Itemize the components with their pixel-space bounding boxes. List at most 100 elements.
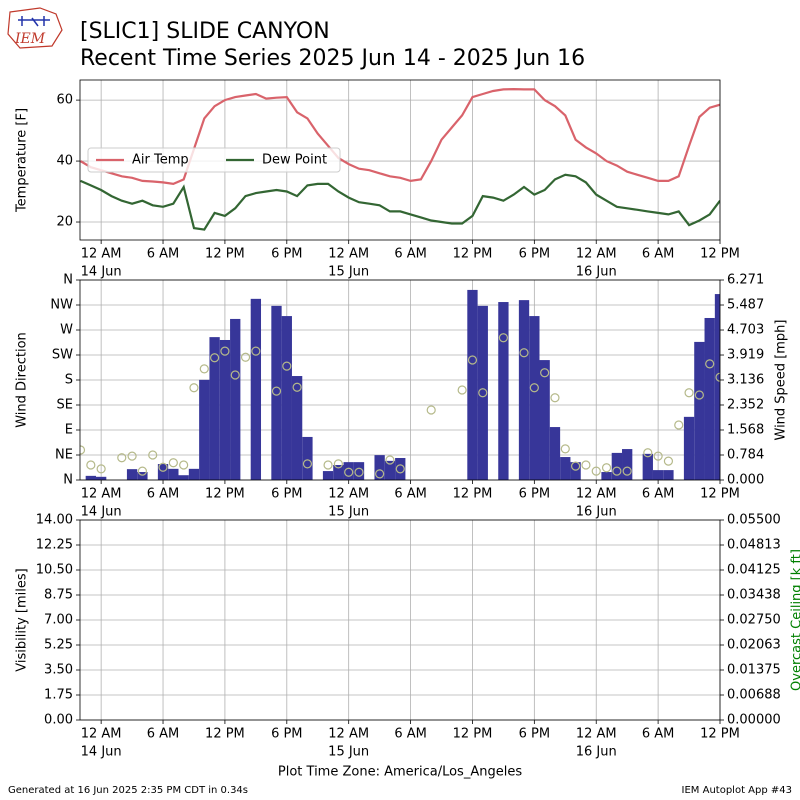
point xyxy=(80,445,86,455)
bar xyxy=(85,475,96,480)
y-tick-label: 60 xyxy=(56,93,73,108)
y-tick-label: N xyxy=(63,473,73,488)
footer-right: IEM Autoplot App #43 xyxy=(682,785,792,796)
logo-text: IEM xyxy=(14,31,46,47)
point xyxy=(478,388,488,398)
x-tick-label: 12 AM xyxy=(328,247,369,262)
x-tick-label: 12 PM xyxy=(205,487,245,502)
point xyxy=(663,456,674,466)
plot-frame xyxy=(79,519,721,721)
panel: 12 AM 6 AM 12 PM 6 PM 12 AM 6 AM 12 PM 6 PM 12 A… xyxy=(15,79,740,280)
y2-tick-label: 0.04813 xyxy=(727,538,781,553)
bar xyxy=(529,316,540,480)
footer-left: Generated at 16 Jun 2025 2:35 PM CDT in … xyxy=(8,785,248,796)
point xyxy=(653,451,663,461)
plot-area xyxy=(80,289,720,480)
bar xyxy=(704,317,715,480)
point xyxy=(148,450,158,460)
bar xyxy=(570,462,581,480)
bar xyxy=(188,468,200,480)
point xyxy=(622,466,632,476)
y-tick-label: NW xyxy=(50,298,73,313)
point xyxy=(581,460,591,470)
point xyxy=(292,382,302,392)
y-tick-label: 40 xyxy=(56,154,73,169)
bar xyxy=(395,457,406,480)
point xyxy=(230,370,240,380)
x-tick-label: 12 AM xyxy=(328,487,369,502)
point xyxy=(179,460,189,470)
bar xyxy=(384,460,396,480)
point xyxy=(282,361,292,371)
point xyxy=(271,386,282,396)
point xyxy=(385,455,395,465)
bar xyxy=(95,476,107,480)
chart-subtitle: Recent Time Series 2025 Jun 14 - 2025 Ju… xyxy=(80,46,585,71)
x-tick-label: 12 PM xyxy=(205,247,245,262)
x-date-label: 15 Jun xyxy=(328,265,369,280)
point xyxy=(240,352,251,362)
point xyxy=(560,444,570,454)
y2-tick-label: 3.919 xyxy=(727,348,764,363)
line xyxy=(80,173,720,231)
y-axis-label: Temperature [F] xyxy=(15,108,30,213)
point xyxy=(168,458,178,468)
point xyxy=(540,368,550,378)
y-tick-label: 10.50 xyxy=(36,563,73,578)
x-tick-label: 6 PM xyxy=(519,247,550,262)
y-axis-label: Visibility [miles] xyxy=(15,568,30,671)
x-tick-label: 12 PM xyxy=(700,487,740,502)
y-tick-label: 1.75 xyxy=(44,688,73,703)
y-tick-label: 3.50 xyxy=(44,663,73,678)
y-tick-label: 7.00 xyxy=(44,613,73,628)
point xyxy=(715,372,720,382)
y-tick-label: W xyxy=(60,323,73,338)
point xyxy=(354,467,364,477)
bar xyxy=(199,379,210,480)
x-date-label: 16 Jun xyxy=(576,745,617,760)
x-tick-label: 6 AM xyxy=(394,487,427,502)
y2-tick-label: 0.784 xyxy=(727,447,764,462)
y2-tick-label: 0.03438 xyxy=(727,588,781,603)
x-tick-label: 12 AM xyxy=(576,247,617,262)
y2-tick-label: 1.568 xyxy=(727,422,764,437)
bar xyxy=(694,341,705,480)
x-tick-label: 12 PM xyxy=(453,247,493,262)
x-tick-label: 12 PM xyxy=(205,727,245,742)
y-tick-label: SE xyxy=(57,398,73,413)
x-tick-label: 6 AM xyxy=(642,727,675,742)
x-tick-label: 12 PM xyxy=(453,727,493,742)
bar xyxy=(168,468,179,480)
y2-tick-label: 4.703 xyxy=(727,323,764,338)
x-date-label: 15 Jun xyxy=(328,745,369,760)
point xyxy=(705,359,715,369)
point xyxy=(158,462,168,472)
point xyxy=(395,464,405,474)
bar xyxy=(477,305,488,480)
point xyxy=(189,383,199,393)
point xyxy=(467,355,478,365)
x-tick-label: 6 AM xyxy=(642,247,675,262)
bar xyxy=(281,316,292,480)
x-tick-label: 12 PM xyxy=(700,247,740,262)
point xyxy=(323,460,333,470)
y-tick-label: 5.25 xyxy=(44,638,73,653)
point xyxy=(674,420,684,430)
point xyxy=(457,385,467,395)
y-tick-label: 14.00 xyxy=(36,513,73,528)
point xyxy=(344,467,354,477)
y2-tick-label: 0.02750 xyxy=(727,613,781,628)
y-tick-label: S xyxy=(65,373,73,388)
x-tick-label: 12 PM xyxy=(700,727,740,742)
x-tick-label: 12 AM xyxy=(576,727,617,742)
bar xyxy=(209,337,220,480)
plot-frame xyxy=(79,279,721,481)
point xyxy=(302,459,313,469)
x-date-label: 14 Jun xyxy=(81,745,122,760)
bar xyxy=(271,305,282,480)
x-tick-label: 12 AM xyxy=(576,487,617,502)
point xyxy=(127,451,137,461)
x-tick-label: 6 AM xyxy=(147,727,180,742)
y2-tick-label: 0.01375 xyxy=(727,663,781,678)
bar xyxy=(560,457,571,480)
